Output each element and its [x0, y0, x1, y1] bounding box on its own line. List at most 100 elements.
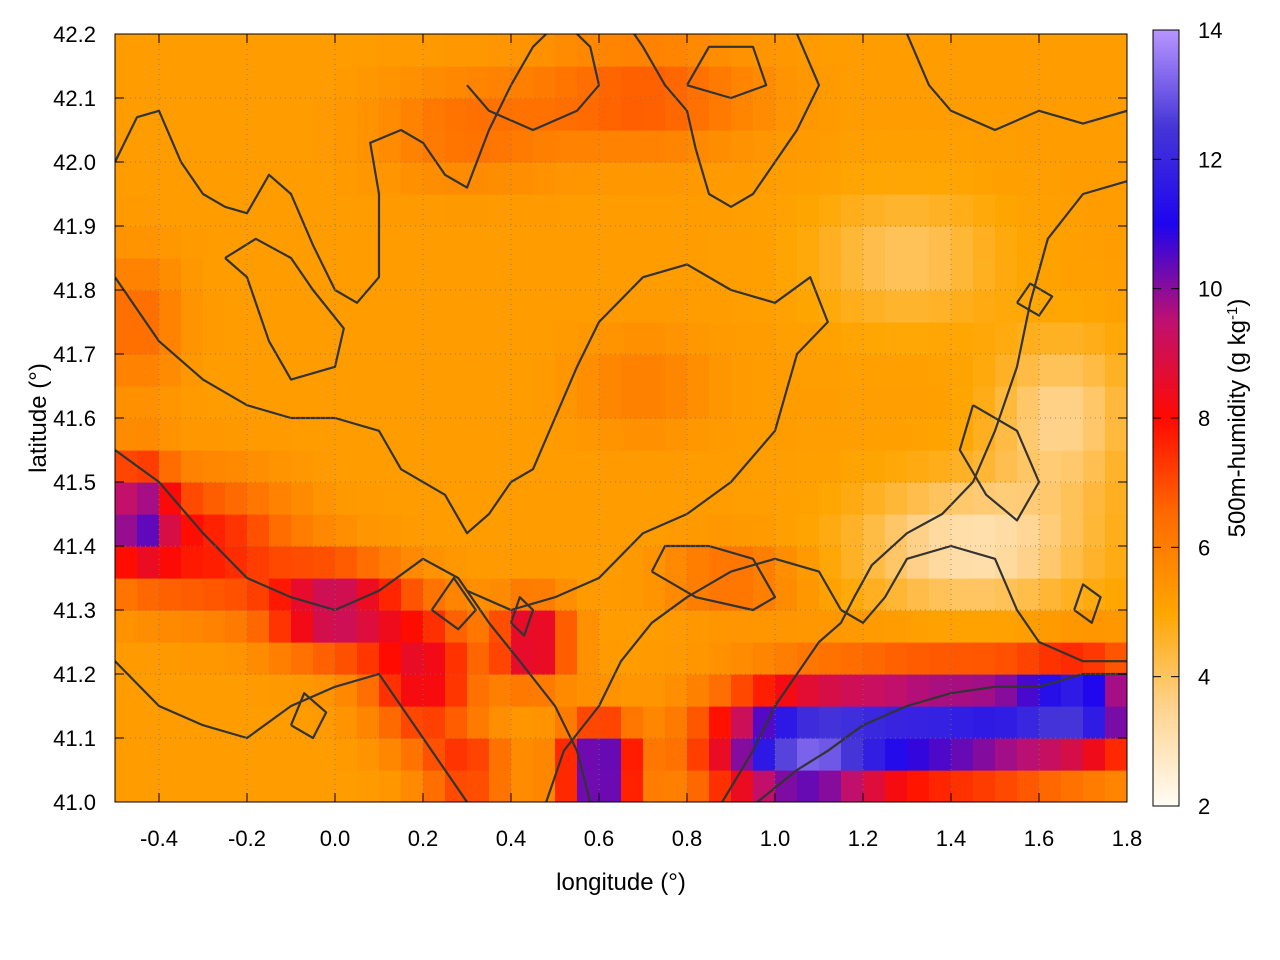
- heatmap-cell: [335, 610, 358, 643]
- heatmap-cell: [885, 642, 908, 675]
- heatmap-cell: [511, 642, 534, 675]
- heatmap-cell: [885, 162, 908, 195]
- heatmap-cell: [533, 226, 556, 259]
- heatmap-cell: [1105, 322, 1127, 355]
- heatmap-cell: [731, 98, 754, 131]
- heatmap-cell: [1039, 66, 1062, 99]
- heatmap-cell: [247, 706, 270, 739]
- heatmap-cell: [1061, 258, 1084, 291]
- heatmap-cell: [511, 514, 534, 547]
- heatmap-cell: [775, 418, 798, 451]
- heatmap-cell: [181, 514, 204, 547]
- heatmap-cell: [291, 642, 314, 675]
- heatmap-cell: [379, 770, 402, 802]
- heatmap-cell: [819, 162, 842, 195]
- heatmap-cell: [467, 386, 490, 419]
- heatmap-cell: [445, 482, 468, 515]
- heatmap-cell: [643, 738, 666, 771]
- heatmap-cell: [709, 98, 732, 131]
- y-tick-label: 41.1: [53, 726, 96, 751]
- heatmap-cell: [225, 450, 248, 483]
- heatmap-cell: [225, 642, 248, 675]
- heatmap-cell: [797, 130, 820, 163]
- heatmap-cell: [181, 706, 204, 739]
- heatmap-cell: [203, 386, 226, 419]
- heatmap-cell: [885, 386, 908, 419]
- heatmap-cell: [731, 226, 754, 259]
- heatmap-cell: [819, 706, 842, 739]
- heatmap-cell: [1017, 514, 1040, 547]
- heatmap-cell: [863, 482, 886, 515]
- heatmap-cell: [247, 482, 270, 515]
- heatmap-cell: [489, 642, 512, 675]
- heatmap-cell: [1017, 546, 1040, 579]
- heatmap-cell: [225, 130, 248, 163]
- heatmap-cell: [687, 354, 710, 387]
- heatmap-cell: [137, 610, 160, 643]
- heatmap-cell: [313, 738, 336, 771]
- heatmap-cell: [687, 642, 710, 675]
- heatmap-cell: [159, 386, 182, 419]
- heatmap-cell: [401, 770, 424, 802]
- x-tick-label: 0.8: [672, 826, 703, 851]
- heatmap-cell: [929, 354, 952, 387]
- contour-line: [509, 596, 535, 637]
- heatmap-cell: [907, 482, 930, 515]
- heatmap-cell: [423, 546, 446, 579]
- heatmap-cell: [291, 386, 314, 419]
- heatmap-cell: [1105, 514, 1127, 547]
- heatmap-cell: [269, 482, 292, 515]
- heatmap-cell: [203, 674, 226, 707]
- y-tick-label: 41.8: [53, 278, 96, 303]
- heatmap-cell: [687, 98, 710, 131]
- heatmap-cell: [621, 738, 644, 771]
- heatmap-cell: [643, 450, 666, 483]
- heatmap-cell: [863, 322, 886, 355]
- heatmap-cell: [951, 66, 974, 99]
- heatmap-cell: [577, 258, 600, 291]
- heatmap-cell: [313, 610, 336, 643]
- heatmap-cell: [1039, 450, 1062, 483]
- heatmap-cell: [247, 546, 270, 579]
- heatmap-cell: [313, 66, 336, 99]
- heatmap-cell: [137, 674, 160, 707]
- heatmap-cell: [951, 482, 974, 515]
- heatmap-cell: [467, 546, 490, 579]
- heatmap-cell: [995, 770, 1018, 802]
- heatmap-cell: [907, 674, 930, 707]
- heatmap-cell: [357, 674, 380, 707]
- colorbar-tick-label: 6: [1198, 535, 1210, 560]
- heatmap-cell: [709, 738, 732, 771]
- heatmap-cell: [533, 354, 556, 387]
- heatmap-cell: [379, 162, 402, 195]
- heatmap-cell: [841, 226, 864, 259]
- heatmap-cell: [423, 514, 446, 547]
- heatmap-cell: [555, 450, 578, 483]
- heatmap-cell: [995, 258, 1018, 291]
- heatmap-cell: [687, 258, 710, 291]
- heatmap-cell: [423, 66, 446, 99]
- heatmap-cell: [709, 514, 732, 547]
- heatmap-cell: [973, 194, 996, 227]
- heatmap-cell: [423, 226, 446, 259]
- heatmap-cell: [291, 738, 314, 771]
- heatmap-cell: [621, 610, 644, 643]
- heatmap-cell: [1039, 130, 1062, 163]
- heatmap-cell: [1105, 226, 1127, 259]
- heatmap-cell: [973, 546, 996, 579]
- heatmap-cell: [423, 258, 446, 291]
- heatmap-cell: [247, 354, 270, 387]
- heatmap-cell: [775, 34, 798, 67]
- heatmap-cell: [819, 98, 842, 131]
- heatmap-cell: [775, 98, 798, 131]
- heatmap-cell: [181, 642, 204, 675]
- x-tick-label: 1.8: [1112, 826, 1143, 851]
- heatmap-cell: [247, 770, 270, 802]
- contour-line: [905, 34, 1127, 132]
- heatmap-cell: [335, 34, 358, 67]
- heatmap-cell: [753, 450, 776, 483]
- heatmap-cell: [973, 706, 996, 739]
- heatmap-cell: [599, 738, 622, 771]
- heatmap-cell: [929, 130, 952, 163]
- heatmap-cell: [753, 674, 776, 707]
